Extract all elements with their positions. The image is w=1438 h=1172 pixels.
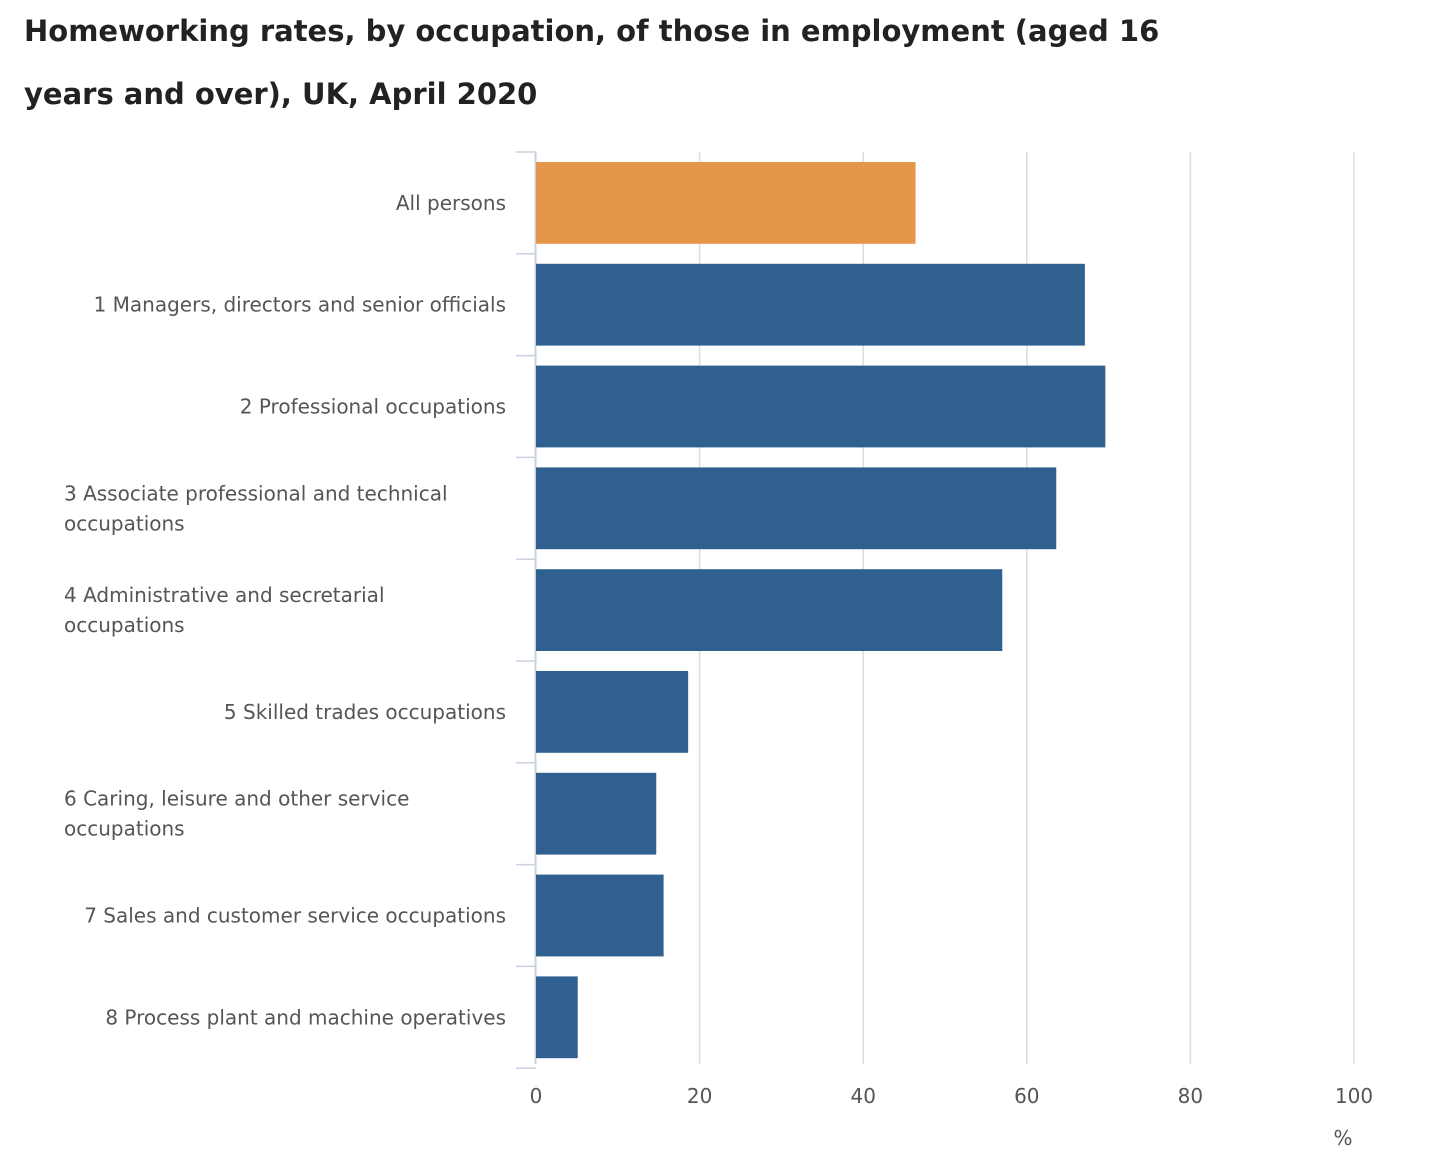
bar-all-persons[interactable] (536, 162, 916, 244)
category-label: 3 Associate professional and technical oc… (64, 481, 448, 535)
bar-occupation-2[interactable] (536, 365, 1106, 448)
bar-occupation-6[interactable] (536, 772, 657, 855)
bar-occupation-7[interactable] (536, 874, 664, 957)
bars (536, 162, 1106, 1059)
x-axis-unit-label: % (1333, 1126, 1352, 1150)
chart-title: Homeworking rates, by occupation, of tho… (24, 14, 1160, 111)
x-tick-label-40: 40 (850, 1084, 875, 1108)
bar-occupation-4[interactable] (536, 569, 1003, 651)
bar-occupation-1[interactable] (536, 263, 1085, 346)
category-label: 2 Professional occupations (240, 395, 506, 419)
category-label: 6 Caring, leisure and other service occup… (64, 787, 409, 841)
x-tick-label-20: 20 (687, 1084, 712, 1108)
category-label: 4 Administrative and secretarial occupati… (64, 583, 385, 637)
category-label: 5 Skilled trades occupations (224, 700, 506, 724)
x-tick-label-0: 0 (530, 1084, 543, 1108)
x-tick-label-60: 60 (1014, 1084, 1039, 1108)
category-label: All persons (396, 191, 506, 215)
category-label: 7 Sales and customer service occupations (84, 904, 506, 928)
category-label: 8 Process plant and machine operatives (105, 1005, 506, 1029)
bar-occupation-8[interactable] (536, 976, 578, 1059)
x-tick-label-80: 80 (1178, 1084, 1203, 1108)
bar-occupation-5[interactable] (536, 671, 689, 753)
x-axis-tick-labels: 0 20 40 60 80 100 (530, 1084, 1373, 1108)
category-labels: All persons 1 Managers, directors and sen… (64, 191, 506, 1029)
bar-occupation-3[interactable] (536, 467, 1057, 550)
x-tick-label-100: 100 (1335, 1084, 1373, 1108)
y-axis (516, 151, 537, 1069)
category-label: 1 Managers, directors and senior officia… (94, 293, 506, 317)
